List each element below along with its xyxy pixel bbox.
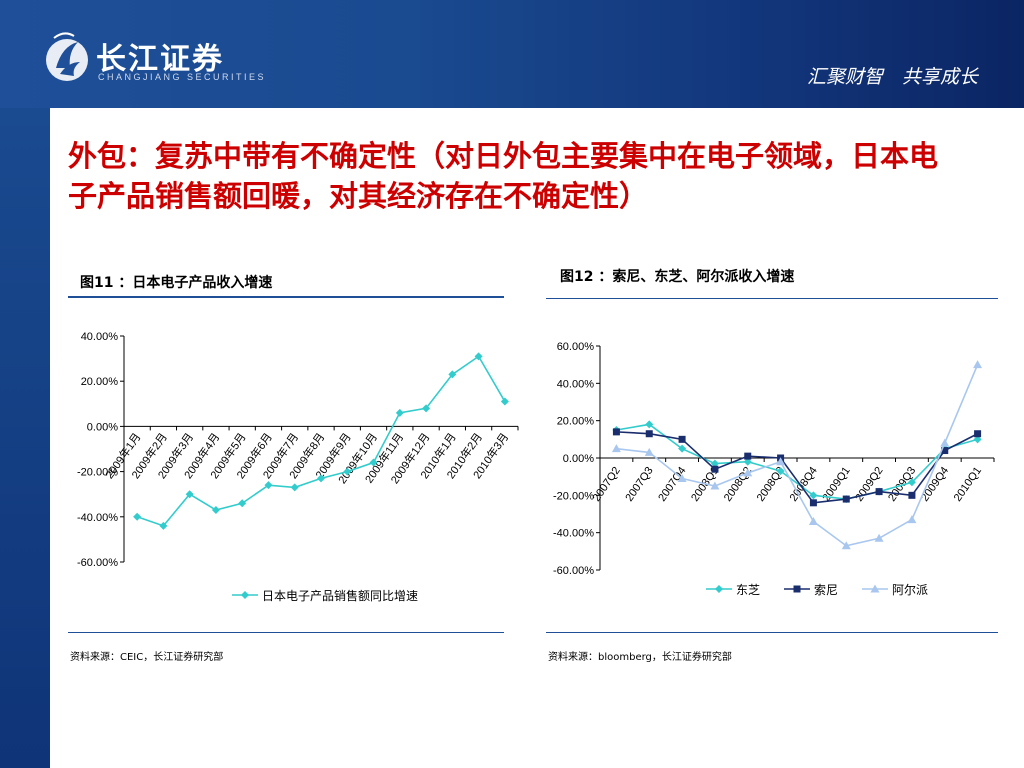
legend-label: 东芝 — [736, 582, 760, 597]
y-tick-label: 20.00% — [81, 376, 119, 388]
legend-marker — [715, 585, 723, 593]
y-tick-label: -40.00% — [553, 528, 594, 540]
logo-subtext: CHANGJIANG SECURITIES — [98, 72, 267, 82]
data-point — [974, 430, 982, 438]
data-point — [677, 474, 687, 483]
data-point — [743, 468, 753, 477]
y-tick-label: 20.00% — [557, 416, 595, 428]
data-point — [645, 420, 654, 429]
data-point — [973, 435, 982, 444]
x-tick-label: 2007Q3 — [623, 465, 655, 504]
source-left: 资料来源：CEIC，长江证券研究部 — [70, 652, 224, 663]
y-tick-label: 40.00% — [81, 331, 119, 343]
legend-label: 日本电子产品销售额同比增速 — [262, 588, 418, 603]
chart-caption-right: 图12 ：索尼、东芝、阿尔派收入增速 — [560, 269, 795, 285]
data-point — [211, 506, 220, 515]
y-tick-label: -40.00% — [77, 512, 118, 524]
data-point — [841, 541, 851, 550]
y-tick-label: -60.00% — [553, 565, 594, 577]
data-point — [343, 467, 352, 476]
source-rule-right — [546, 632, 998, 633]
data-point — [743, 457, 752, 466]
sidebar-band — [0, 108, 50, 768]
data-point — [185, 490, 194, 499]
series-line — [616, 364, 979, 547]
data-point — [264, 481, 273, 490]
series-line — [616, 431, 978, 504]
logo-icon — [46, 32, 88, 81]
y-tick-label: -60.00% — [77, 557, 118, 569]
legend-marker — [793, 585, 801, 593]
data-point — [744, 452, 752, 460]
data-point — [369, 458, 378, 467]
data-point — [422, 404, 431, 413]
data-point — [500, 397, 509, 406]
data-point — [875, 488, 883, 496]
data-point — [907, 478, 916, 487]
y-tick-label: -20.00% — [77, 467, 118, 479]
data-point — [448, 370, 457, 379]
y-tick-label: 0.00% — [87, 421, 118, 433]
legend-marker — [870, 584, 880, 593]
data-point — [776, 457, 786, 466]
data-point — [611, 444, 621, 453]
data-point — [874, 533, 884, 542]
chart-caption-left: 图11 ：日本电子产品收入增速 — [80, 275, 273, 291]
data-point — [159, 521, 168, 530]
series-line — [616, 423, 978, 500]
data-point — [940, 438, 950, 447]
y-tick-label: -20.00% — [553, 490, 594, 502]
data-point — [809, 491, 818, 500]
data-point — [776, 467, 785, 476]
caption-rule-right — [546, 298, 998, 299]
y-tick-label: 0.00% — [563, 453, 594, 465]
x-tick-label: 2008Q2 — [722, 465, 754, 504]
data-point — [395, 408, 404, 417]
data-point — [644, 447, 654, 456]
data-point — [808, 516, 818, 525]
x-tick-label: 2009Q2 — [853, 465, 885, 504]
x-tick-label: 2010Q1 — [952, 465, 984, 504]
header-bar — [0, 0, 1024, 108]
data-point — [941, 447, 949, 455]
data-point — [678, 435, 686, 443]
data-point — [133, 512, 142, 521]
y-tick-label: 60.00% — [557, 341, 595, 353]
data-point — [238, 499, 247, 508]
data-point — [612, 428, 620, 436]
chart-right: 60.00% 40.00% 20.00% 0.00% -20.00% -40.00% -60… — [553, 341, 995, 597]
data-point — [710, 459, 719, 468]
source-right: 资料来源：bloomberg，长江证券研究部 — [548, 652, 732, 663]
data-point — [973, 360, 983, 369]
slogan: 汇聚财智 共享成长 — [806, 66, 978, 88]
data-point — [645, 430, 653, 438]
caption-rule-left — [68, 296, 504, 298]
data-point — [908, 491, 916, 499]
page-title: 外包：复苏中带有不确定性（对日外包主要集中在电子领域，日本电子产品销售额回暖，对… — [68, 139, 939, 213]
data-point — [678, 444, 687, 453]
data-point — [711, 465, 719, 473]
logo-text: 长江证券 — [96, 42, 224, 77]
data-point — [809, 499, 817, 507]
data-point — [317, 474, 325, 483]
data-point — [474, 352, 483, 361]
legend-marker — [241, 591, 249, 599]
chart-left: 40.00%20.00%0.00%-20.00%-40.00%-60.00%20… — [77, 331, 519, 603]
data-point — [290, 483, 299, 492]
legend-label: 索尼 — [814, 583, 838, 597]
data-point — [710, 481, 720, 490]
y-tick-label: 40.00% — [557, 378, 595, 390]
legend-label: 阿尔派 — [892, 582, 928, 597]
data-point — [842, 495, 850, 503]
source-rule-left — [68, 632, 504, 633]
data-point — [907, 515, 917, 524]
x-tick-label: 2007Q2 — [591, 465, 623, 504]
